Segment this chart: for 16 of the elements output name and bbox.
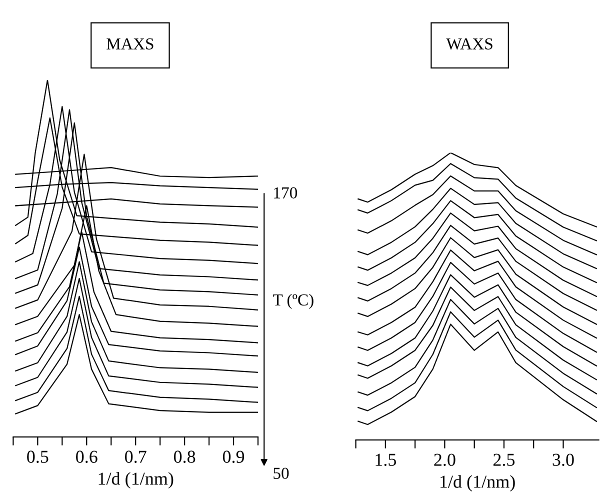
text: 50	[274, 468, 289, 479]
x-axis-title: 1/d (1/nm)	[440, 475, 515, 492]
x-tick-label: 2.0	[434, 454, 456, 466]
x-tick-label: 0.6	[76, 450, 98, 463]
chart-title: WAXS	[446, 38, 492, 50]
x-axis-title: 1/d (1/nm)	[98, 472, 174, 488]
x-tick-label: 0.7	[125, 450, 146, 463]
text: T (ºC)	[272, 294, 314, 309]
text: 170	[274, 187, 298, 198]
x-tick-label: 0.8	[174, 450, 196, 463]
chart-title: MAXS	[106, 38, 154, 50]
x-tick-label: 3.0	[552, 454, 574, 466]
x-tick-label: 0.5	[27, 450, 48, 463]
x-tick-label: 1.5	[376, 454, 396, 466]
x-tick-label: 2.5	[493, 454, 515, 466]
x-tick-label: 0.9	[222, 450, 244, 463]
